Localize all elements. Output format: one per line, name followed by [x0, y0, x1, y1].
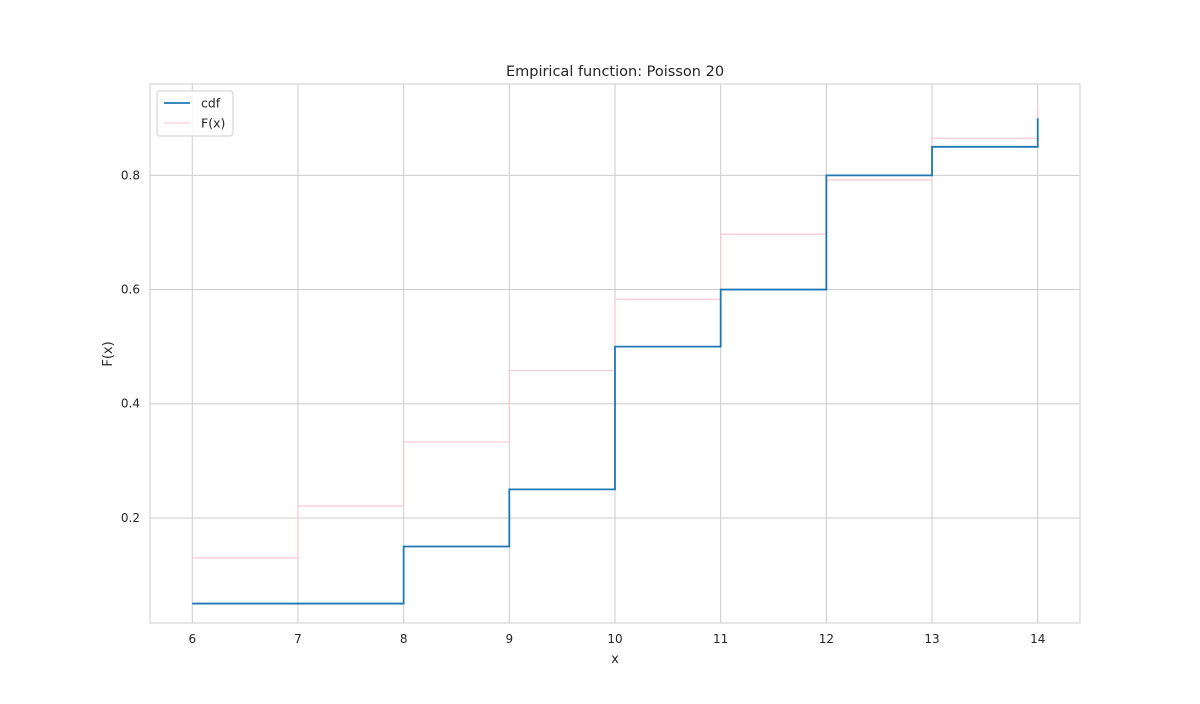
y-tick-labels: 0.2 0.4 0.6 0.8: [121, 168, 140, 525]
x-tick-labels: 6 7 8 9 10 11 12 13 14: [188, 632, 1045, 646]
y-tick-label: 0.6: [121, 283, 140, 297]
x-axis-label: x: [611, 652, 619, 667]
x-tick-label: 9: [505, 632, 513, 646]
series-layer: [192, 106, 1039, 605]
chart-title: Empirical function: Poisson 20: [506, 64, 724, 80]
x-tick-label: 11: [713, 632, 728, 646]
legend-label-cdf: cdf: [201, 96, 221, 111]
y-tick-label: 0.8: [121, 168, 140, 182]
x-tick-label: 8: [400, 632, 408, 646]
y-tick-label: 0.4: [121, 397, 140, 411]
x-tick-label: 7: [294, 632, 302, 646]
x-tick-label: 14: [1030, 632, 1045, 646]
plot-frame: [149, 83, 1081, 624]
legend-label-fx: F(x): [201, 116, 225, 131]
y-tick-label: 0.2: [121, 511, 140, 525]
legend: cdf F(x): [156, 90, 234, 137]
series-line-cdf: [192, 118, 1039, 605]
y-axis-label: F(x): [101, 341, 116, 366]
x-tick-label: 12: [819, 632, 834, 646]
x-tick-label: 6: [188, 632, 196, 646]
x-tick-label: 10: [607, 632, 622, 646]
x-tick-label: 13: [924, 632, 939, 646]
